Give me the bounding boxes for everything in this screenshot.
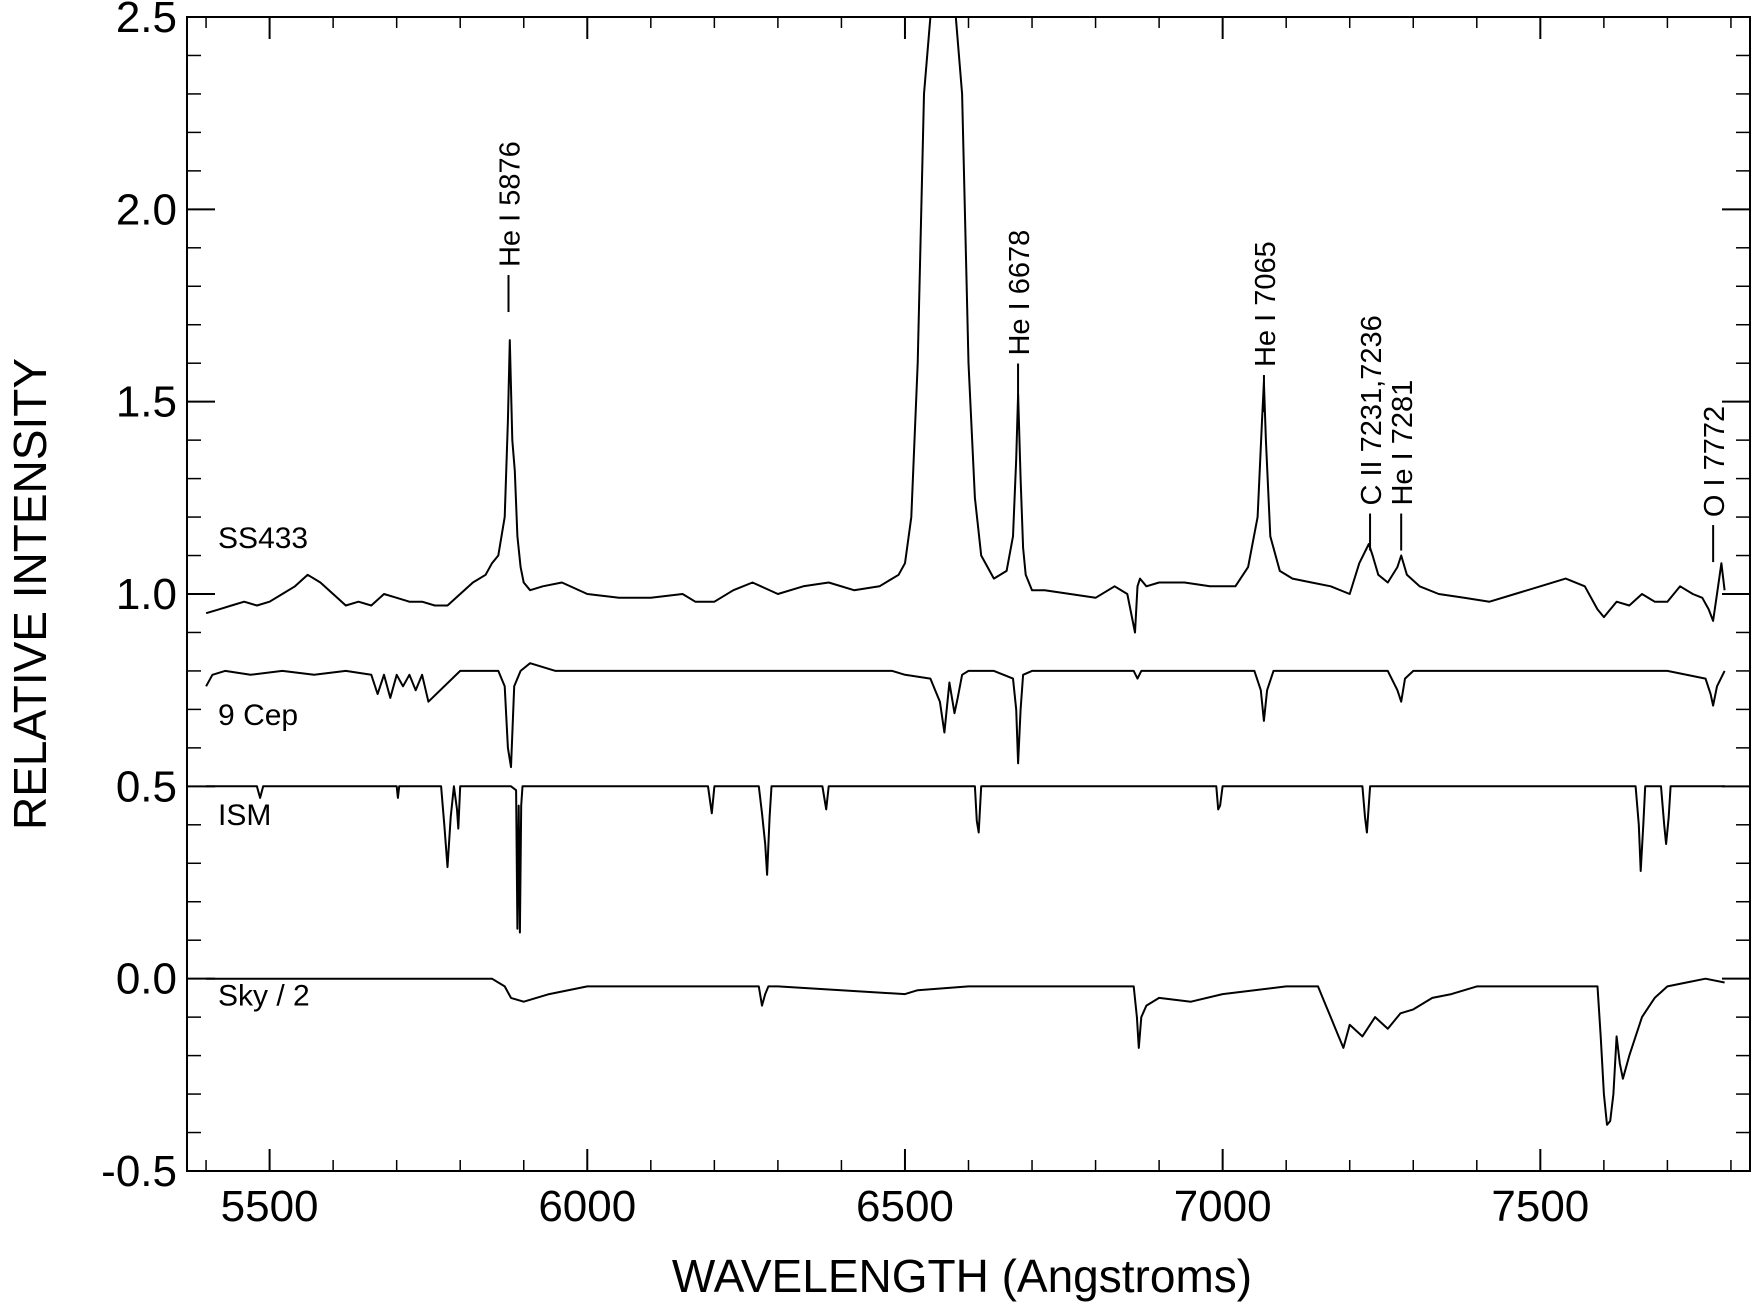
x-tick-label: 7000 — [1174, 1182, 1272, 1231]
y-tick-label: 2.5 — [116, 0, 177, 42]
series-label: SS433 — [218, 522, 308, 555]
y-axis-title: RELATIVE INTENSITY — [4, 358, 56, 830]
y-tick-label: 0.0 — [116, 955, 177, 1004]
y-tick-label: -0.5 — [101, 1147, 177, 1196]
series-label: ISM — [218, 799, 271, 832]
series-label: 9 Cep — [218, 699, 298, 732]
y-tick-label: 1.0 — [116, 570, 177, 619]
x-tick-label: 7500 — [1491, 1182, 1589, 1231]
x-tick-label: 6500 — [856, 1182, 954, 1231]
series-label: Sky / 2 — [218, 980, 310, 1013]
line-id-label: O I 7772 — [1699, 406, 1731, 517]
line-id-label: He I 7281 — [1387, 380, 1419, 506]
series-line-3 — [206, 977, 1725, 1126]
series-line-0 — [205, 16, 1726, 634]
y-tick-label: 0.5 — [116, 762, 177, 811]
series-line-2 — [206, 785, 1725, 934]
line-id-label: C II 7231,7236 — [1356, 315, 1388, 505]
x-axis: 5500 6000 6500 7000 7500 — [205, 17, 1732, 1231]
series-line-1 — [205, 662, 1726, 769]
x-tick-label: 5500 — [221, 1182, 319, 1231]
line-id-label: He I 5876 — [494, 141, 526, 267]
series-layer: SS433 9 Cep ISM Sky / 2 — [205, 16, 1726, 1126]
x-tick-label: 6000 — [538, 1182, 636, 1231]
y-tick-label: 1.5 — [116, 378, 177, 427]
line-id-label: He I 7065 — [1250, 241, 1282, 367]
annotation-layer: He I 5876 He I 6678 He I 7065 C II 7231,723… — [494, 141, 1731, 563]
line-id-label: He I 6678 — [1004, 230, 1036, 356]
y-axis: -0.5 0.0 0.5 1.0 1.5 2.0 2.5 — [101, 0, 1750, 1196]
x-axis-title: WAVELENGTH (Angstroms) — [672, 1250, 1252, 1302]
y-tick-label: 2.0 — [116, 185, 177, 234]
